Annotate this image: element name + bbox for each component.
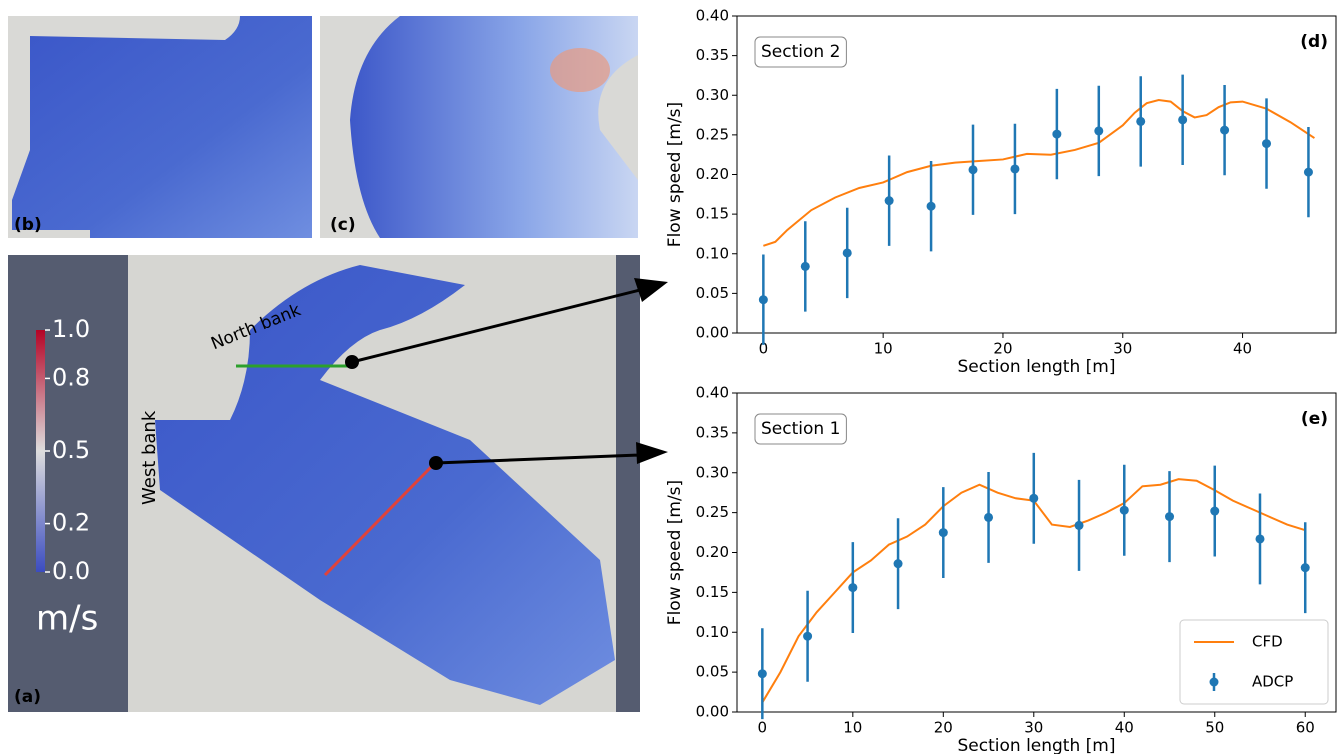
y-tick-label: 0.15 <box>696 583 729 601</box>
colorbar-label: 1.0 <box>52 315 90 343</box>
panel-label: (e) <box>1301 409 1328 429</box>
x-tick-label: 0 <box>759 340 769 358</box>
x-tick-label: 0 <box>758 719 768 737</box>
data-point <box>1303 167 1313 177</box>
y-tick-label: 0.40 <box>696 384 729 402</box>
panel-label: (c) <box>330 215 356 235</box>
data-point <box>1052 129 1062 139</box>
legend-label: CFD <box>1252 633 1283 651</box>
legend-label: ADCP <box>1252 673 1293 691</box>
data-point <box>984 512 994 522</box>
colorbar-label: 0.2 <box>52 509 90 537</box>
data-point <box>842 248 852 258</box>
data-point <box>884 196 894 206</box>
data-point <box>1094 126 1104 136</box>
legend-swatch <box>1209 677 1219 687</box>
x-tick-label: 20 <box>993 340 1012 358</box>
y-tick-label: 0.15 <box>696 205 729 223</box>
x-axis-label: Section length [m] <box>958 357 1116 377</box>
y-tick-label: 0.10 <box>696 244 729 262</box>
y-tick-label: 0.40 <box>696 7 729 25</box>
data-point <box>1029 493 1039 503</box>
y-tick-label: 0.05 <box>696 284 729 302</box>
x-tick-label: 30 <box>1024 719 1043 737</box>
data-point <box>1262 139 1272 149</box>
data-point <box>758 295 768 305</box>
x-tick-label: 30 <box>1113 340 1132 358</box>
y-tick-label: 0.00 <box>696 703 729 721</box>
x-tick-label: 50 <box>1205 719 1224 737</box>
panel-label: (b) <box>14 215 42 235</box>
x-tick-label: 20 <box>934 719 953 737</box>
y-tick-label: 0.25 <box>696 125 729 143</box>
x-axis-label: Section length [m] <box>958 736 1116 754</box>
colorbar-label: 0.0 <box>52 557 90 585</box>
bank-label: West bank <box>139 410 160 505</box>
data-point <box>893 559 903 569</box>
data-point <box>1010 164 1020 174</box>
x-tick-label: 40 <box>1233 340 1252 358</box>
data-point <box>1074 520 1084 530</box>
annotation: Section 1 <box>761 419 840 439</box>
data-point <box>1119 505 1129 515</box>
data-point <box>1178 115 1188 125</box>
y-tick-label: 0.20 <box>696 165 729 183</box>
x-tick-label: 60 <box>1296 719 1315 737</box>
panel-label: (d) <box>1300 32 1328 52</box>
y-tick-label: 0.35 <box>696 423 729 441</box>
y-tick-label: 0.05 <box>696 663 729 681</box>
data-point <box>938 528 948 538</box>
data-point <box>926 201 936 211</box>
data-point <box>1165 512 1175 522</box>
data-point <box>1136 116 1146 126</box>
y-tick-label: 0.10 <box>696 623 729 641</box>
colorbar-unit: m/s <box>36 599 98 639</box>
panel-a <box>8 255 640 712</box>
data-point <box>1300 563 1310 573</box>
annotation-box <box>754 413 847 445</box>
annotation: Section 2 <box>761 42 840 62</box>
data-point <box>803 631 813 641</box>
data-point <box>968 165 978 175</box>
y-tick-label: 0.20 <box>696 543 729 561</box>
panel-c <box>320 16 638 238</box>
data-point <box>848 583 858 593</box>
y-tick-label: 0.35 <box>696 46 729 64</box>
data-point <box>800 261 810 271</box>
x-tick-label: 10 <box>843 719 862 737</box>
data-point <box>1220 125 1230 135</box>
panel-b <box>8 16 312 238</box>
colorbar-label: 0.8 <box>52 363 90 391</box>
data-point <box>757 669 767 679</box>
y-tick-label: 0.00 <box>696 324 729 342</box>
x-tick-label: 10 <box>874 340 893 358</box>
y-tick-label: 0.30 <box>696 463 729 481</box>
x-tick-label: 40 <box>1115 719 1134 737</box>
y-axis-label: Flow speed [m/s] <box>665 480 685 625</box>
y-axis-label: Flow speed [m/s] <box>665 102 685 247</box>
colorbar-label: 0.5 <box>52 436 90 464</box>
y-tick-label: 0.25 <box>696 503 729 521</box>
data-point <box>1210 506 1220 516</box>
panel-label: (a) <box>14 687 41 707</box>
data-point <box>1255 534 1265 544</box>
arrows <box>351 278 668 465</box>
data-line <box>763 98 1315 247</box>
y-tick-label: 0.30 <box>696 86 729 104</box>
annotation-box <box>754 36 847 68</box>
